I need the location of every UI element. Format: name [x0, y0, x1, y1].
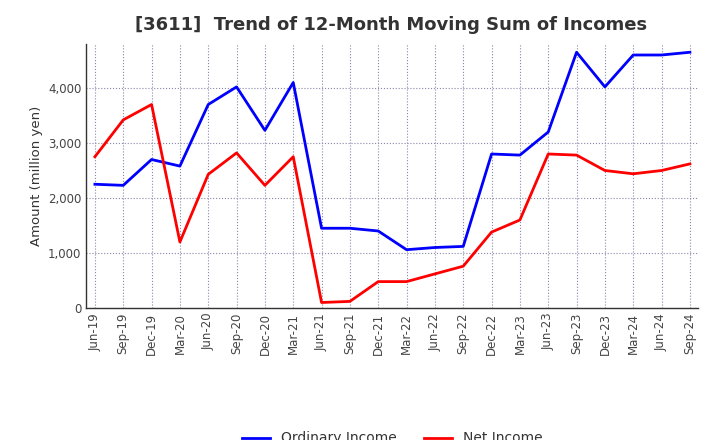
Net Income: [402, 279, 411, 284]
Ordinary Income: [572, 50, 581, 55]
Ordinary Income: [657, 52, 666, 58]
Net Income: [629, 171, 637, 176]
Text: [3611]  Trend of 12-Month Moving Sum of Incomes: [3611] Trend of 12-Month Moving Sum of I…: [135, 16, 647, 34]
Net Income: [261, 183, 269, 188]
Net Income: [176, 239, 184, 245]
Y-axis label: Amount (million yen): Amount (million yen): [30, 106, 42, 246]
Net Income: [289, 154, 297, 159]
Line: Net Income: Net Income: [95, 104, 690, 303]
Net Income: [431, 271, 439, 276]
Net Income: [544, 151, 552, 157]
Net Income: [685, 161, 694, 166]
Ordinary Income: [685, 50, 694, 55]
Net Income: [233, 150, 241, 156]
Net Income: [91, 154, 99, 159]
Legend: Ordinary Income, Net Income: Ordinary Income, Net Income: [236, 426, 549, 440]
Ordinary Income: [374, 228, 382, 234]
Ordinary Income: [204, 102, 212, 107]
Ordinary Income: [402, 247, 411, 253]
Net Income: [374, 279, 382, 284]
Net Income: [516, 217, 524, 223]
Net Income: [119, 117, 127, 122]
Ordinary Income: [91, 182, 99, 187]
Ordinary Income: [346, 226, 354, 231]
Ordinary Income: [431, 245, 439, 250]
Net Income: [346, 299, 354, 304]
Net Income: [459, 264, 467, 269]
Net Income: [572, 152, 581, 158]
Ordinary Income: [516, 152, 524, 158]
Line: Ordinary Income: Ordinary Income: [95, 52, 690, 250]
Ordinary Income: [261, 128, 269, 133]
Net Income: [318, 300, 326, 305]
Net Income: [204, 172, 212, 177]
Ordinary Income: [233, 84, 241, 90]
Net Income: [657, 168, 666, 173]
Ordinary Income: [487, 151, 496, 157]
Ordinary Income: [148, 157, 156, 162]
Ordinary Income: [459, 244, 467, 249]
Ordinary Income: [289, 80, 297, 85]
Ordinary Income: [544, 129, 552, 135]
Net Income: [487, 230, 496, 235]
Net Income: [600, 168, 609, 173]
Ordinary Income: [629, 52, 637, 58]
Ordinary Income: [318, 226, 326, 231]
Ordinary Income: [176, 163, 184, 169]
Net Income: [148, 102, 156, 107]
Ordinary Income: [600, 84, 609, 90]
Ordinary Income: [119, 183, 127, 188]
